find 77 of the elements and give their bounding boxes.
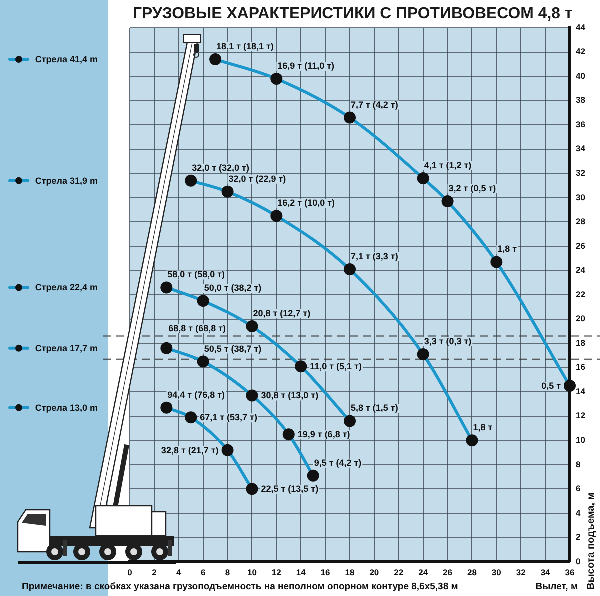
annotation: 50,0 т (38,2 т) xyxy=(204,283,262,294)
y-tick-label: 40 xyxy=(576,70,586,81)
annotation: 58,0 т (58,0 т) xyxy=(168,270,226,280)
y-tick-label: 44 xyxy=(576,22,586,32)
annotation: 7,7 т (4,2 т) xyxy=(351,100,398,110)
legend-label: Стрела 13,0 m xyxy=(35,402,98,413)
x-tick-label: 4 xyxy=(176,567,182,578)
annotation: 19,9 т (6,8 т) xyxy=(298,430,350,440)
x-tick-label: 28 xyxy=(467,567,478,578)
annotation: 1,8 т xyxy=(498,244,518,254)
y-tick-label: 42 xyxy=(576,46,586,57)
annotation: 7,1 т (3,3 т) xyxy=(351,252,398,262)
y-tick-label: 12 xyxy=(576,410,586,421)
annotation: 20,8 т (12,7 т) xyxy=(253,308,311,319)
x-tick-label: 8 xyxy=(225,567,230,578)
x-tick-label: 26 xyxy=(443,567,453,578)
annotation: 32,8 т (21,7 т) xyxy=(161,445,219,456)
annotation: 5,8 т (1,5 т) xyxy=(351,403,398,414)
x-tick-label: 0 xyxy=(128,567,133,578)
x-tick-label: 18 xyxy=(345,567,355,578)
annotation: 94,4 т (76,8 т) xyxy=(168,390,226,400)
x-tick-label: 6 xyxy=(200,567,206,578)
y-tick-label: 18 xyxy=(576,338,586,348)
y-tick-label: 32 xyxy=(576,168,586,178)
x-tick-label: 16 xyxy=(320,567,331,578)
x-tick-label: 22 xyxy=(394,567,404,578)
x-tick-label: 32 xyxy=(516,567,526,578)
annotation: 3,3 т (0,3 т) xyxy=(424,336,472,346)
annotation: 3,2 т (0,5 т) xyxy=(448,184,496,194)
y-tick-label: 28 xyxy=(576,216,586,227)
annotation: 22,5 т (13,5 т) xyxy=(261,484,319,494)
annotation: 18,1 т (18,1 т) xyxy=(216,42,274,52)
y-tick-label: 4 xyxy=(576,508,581,518)
annotation: 16,9 т (11,0 т) xyxy=(278,60,335,71)
annotation: 30,8 т (13,0 т) xyxy=(261,390,319,401)
y-tick-label: 10 xyxy=(576,434,586,445)
x-tick-label: 20 xyxy=(370,567,380,578)
x-tick-label: 34 xyxy=(540,567,551,578)
annotation: 4,1 т (1,2 т) xyxy=(424,160,472,170)
annotation: 1,8 т xyxy=(473,422,494,433)
legend-label: Стрела 17,7 m xyxy=(35,343,98,354)
y-tick-label: 14 xyxy=(576,386,586,396)
y-tick-label: 30 xyxy=(576,192,586,202)
y-tick-label: 22 xyxy=(576,289,586,300)
y-axis-title: Высота подъема, м xyxy=(586,492,597,590)
annotation: 68,8 т (68,8 т) xyxy=(168,323,226,334)
legend-label: Стрела 31,9 m xyxy=(35,176,98,186)
y-tick-label: 20 xyxy=(576,314,586,324)
x-tick-label: 10 xyxy=(247,567,258,578)
x-tick-label: 24 xyxy=(418,567,428,578)
x-axis-title: Вылет, м xyxy=(536,582,578,593)
y-tick-label: 26 xyxy=(576,240,586,251)
annotation: 50,5 т (38,7 т) xyxy=(204,344,262,354)
chart-title: ГРУЗОВЫЕ ХАРАКТЕРИСТИКИ С ПРОТИВОВЕСОМ 4,8 т xyxy=(133,5,573,22)
y-tick-label: 8 xyxy=(576,459,581,470)
y-tick-label: 34 xyxy=(576,144,586,154)
annotation: 67,1 т (53,7 т) xyxy=(200,412,258,423)
text: Примечание: в скобках указана грузоподъемность на неполном опорном контуре 8,6х5,38 м xyxy=(22,582,458,593)
x-tick-label: 2 xyxy=(152,567,158,578)
annotation: 32,0 т (32,0 т) xyxy=(192,162,250,173)
annotation: 9,5 т (4,2 т) xyxy=(314,458,362,468)
y-tick-label: 0 xyxy=(576,556,581,566)
legend-label: Стрела 22,4 m xyxy=(35,282,98,293)
y-tick-label: 16 xyxy=(576,362,586,372)
annotation: 0,5 т xyxy=(542,381,562,392)
y-tick-label: 38 xyxy=(576,95,586,106)
x-tick-label: 12 xyxy=(272,567,282,578)
y-tick-label: 2 xyxy=(576,532,581,542)
x-tick-label: 14 xyxy=(296,567,306,578)
x-tick-label: 30 xyxy=(492,567,502,578)
y-tick-label: 24 xyxy=(576,265,586,276)
legend-label: Стрела 41,4 m xyxy=(35,54,98,65)
y-tick-label: 36 xyxy=(576,119,586,130)
annotation: 16,2 т (10,0 т) xyxy=(278,198,336,208)
y-tick-label: 6 xyxy=(576,484,581,494)
annotation: 11,0 т (5,1 т) xyxy=(310,362,362,372)
annotation: 32,0 т (22,9 т) xyxy=(228,174,286,184)
